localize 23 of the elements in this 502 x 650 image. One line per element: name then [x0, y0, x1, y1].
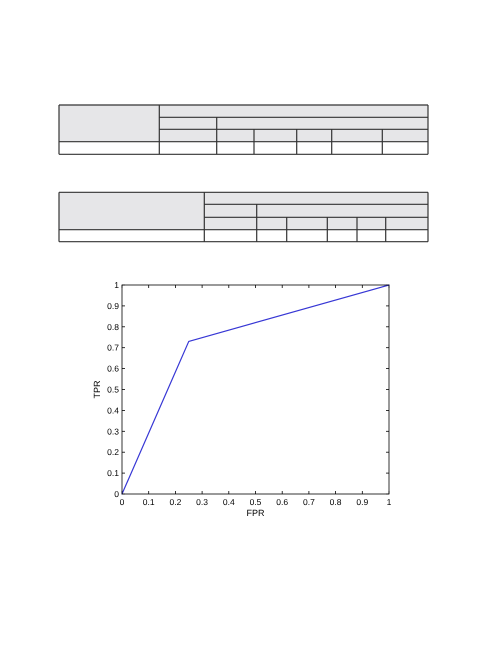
x-tick-label: 0.4 — [222, 497, 235, 507]
y-tick-label: 0.5 — [107, 384, 120, 394]
x-tick-label: 0.5 — [250, 497, 262, 507]
x-tick-label: 0.2 — [169, 497, 182, 507]
x-tick-label: 0.3 — [196, 497, 208, 507]
x-tick-label: 0.7 — [302, 497, 316, 507]
y-tick-label: 0.7 — [107, 342, 120, 353]
y-tick-label: 0 — [114, 489, 120, 499]
y-tick-label: 0.8 — [107, 322, 120, 332]
y-tick-label: 0.6 — [107, 364, 120, 374]
y-tick-label: 0.2 — [107, 447, 120, 458]
y-tick-label: 0.1 — [107, 468, 120, 478]
x-tick-label: 0.1 — [142, 497, 155, 507]
x-tick-label: 0.8 — [330, 497, 342, 507]
y-tick-label: 1 — [114, 280, 120, 290]
y-axis-title: TPR — [92, 380, 102, 398]
y-tick-label: 0.3 — [107, 426, 120, 436]
x-tick-label: 0.9 — [356, 497, 368, 507]
x-axis-title: FPR — [246, 508, 265, 518]
x-tick-label: 0.6 — [276, 497, 288, 507]
x-tick-label: 1 — [386, 497, 392, 507]
y-tick-label: 0.4 — [107, 405, 120, 416]
y-tick-label: 0.9 — [107, 300, 120, 311]
